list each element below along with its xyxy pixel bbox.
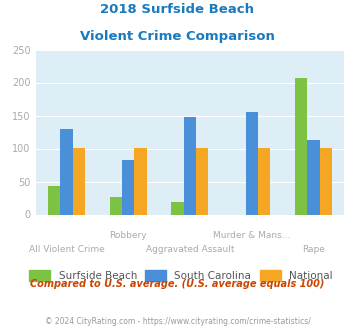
Bar — [110, 197, 122, 215]
Bar — [171, 202, 184, 215]
Bar — [320, 148, 332, 214]
Bar — [184, 117, 196, 214]
Bar — [60, 129, 72, 214]
Text: © 2024 CityRating.com - https://www.cityrating.com/crime-statistics/: © 2024 CityRating.com - https://www.city… — [45, 317, 310, 326]
Bar — [258, 148, 270, 214]
Text: Rape: Rape — [302, 245, 325, 254]
Text: Murder & Mans...: Murder & Mans... — [213, 231, 290, 240]
Text: Aggravated Assault: Aggravated Assault — [146, 245, 234, 254]
Bar — [134, 148, 147, 214]
Bar — [72, 148, 85, 214]
Bar — [196, 148, 208, 214]
Legend: Surfside Beach, South Carolina, National: Surfside Beach, South Carolina, National — [25, 266, 337, 285]
Text: 2018 Surfside Beach: 2018 Surfside Beach — [100, 3, 255, 16]
Text: Robbery: Robbery — [109, 231, 147, 240]
Bar — [122, 160, 134, 214]
Text: Violent Crime Comparison: Violent Crime Comparison — [80, 30, 275, 43]
Text: Compared to U.S. average. (U.S. average equals 100): Compared to U.S. average. (U.S. average … — [30, 279, 325, 289]
Bar — [48, 186, 60, 214]
Bar — [295, 78, 307, 214]
Bar — [307, 140, 320, 214]
Text: All Violent Crime: All Violent Crime — [28, 245, 104, 254]
Bar — [246, 112, 258, 214]
